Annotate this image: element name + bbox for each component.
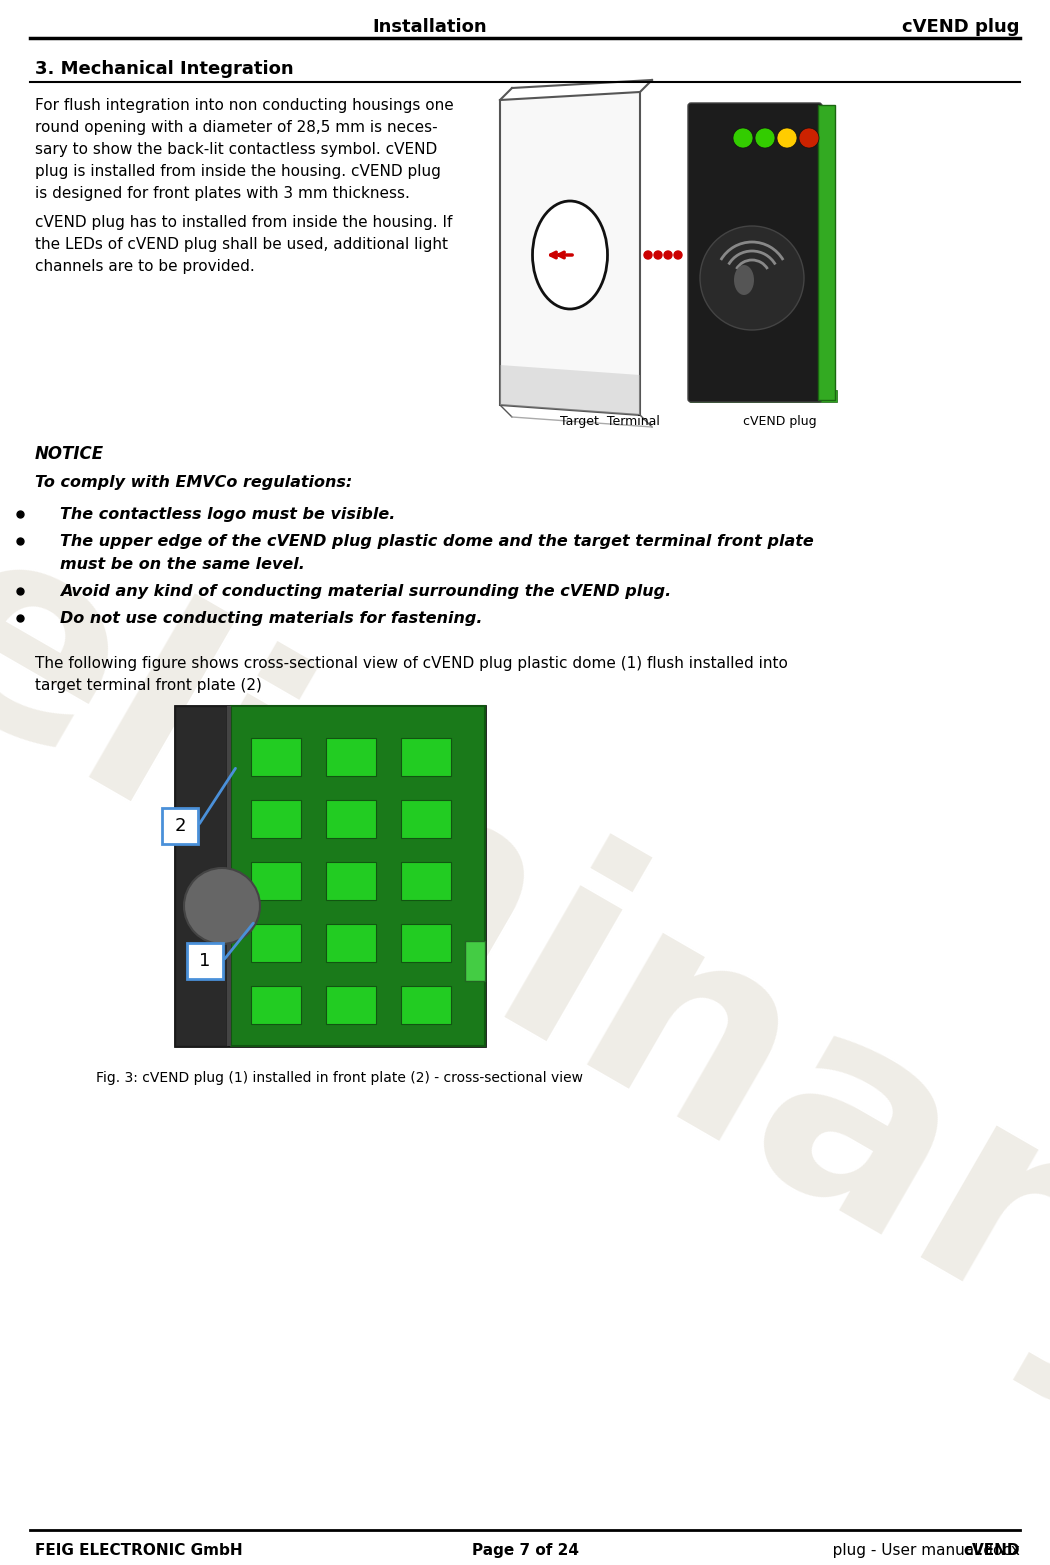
- Bar: [326, 739, 376, 776]
- Bar: [231, 706, 485, 1045]
- Text: plug - User manual.docx: plug - User manual.docx: [779, 1543, 1020, 1559]
- Text: sary to show the back-lit contactless symbol. cVEND: sary to show the back-lit contactless sy…: [35, 142, 437, 156]
- Text: must be on the same level.: must be on the same level.: [60, 557, 304, 571]
- Circle shape: [777, 128, 797, 149]
- Text: target terminal front plate (2): target terminal front plate (2): [35, 678, 261, 693]
- Text: preliminary: preliminary: [0, 332, 1050, 1468]
- Circle shape: [644, 250, 652, 258]
- Bar: [401, 923, 452, 962]
- Text: The following figure shows cross-sectional view of cVEND plug plastic dome (1) f: The following figure shows cross-section…: [35, 656, 788, 671]
- Circle shape: [184, 869, 260, 944]
- Text: Do not use conducting materials for fastening.: Do not use conducting materials for fast…: [60, 610, 483, 626]
- Text: cVEND plug: cVEND plug: [903, 19, 1020, 36]
- Text: channels are to be provided.: channels are to be provided.: [35, 258, 255, 274]
- Text: the LEDs of cVEND plug shall be used, additional light: the LEDs of cVEND plug shall be used, ad…: [35, 236, 448, 252]
- Circle shape: [733, 128, 753, 149]
- Text: Target  Terminal: Target Terminal: [560, 415, 660, 427]
- Bar: [251, 800, 301, 837]
- Circle shape: [664, 250, 672, 258]
- Bar: [251, 923, 301, 962]
- FancyBboxPatch shape: [162, 808, 198, 844]
- Text: is designed for front plates with 3 mm thickness.: is designed for front plates with 3 mm t…: [35, 186, 409, 200]
- Bar: [326, 862, 376, 900]
- Bar: [251, 862, 301, 900]
- Polygon shape: [500, 365, 640, 415]
- Bar: [251, 986, 301, 1024]
- Bar: [251, 739, 301, 776]
- FancyBboxPatch shape: [187, 944, 223, 980]
- Text: To comply with EMVCo regulations:: To comply with EMVCo regulations:: [35, 476, 352, 490]
- Text: cVEND plug has to installed from inside the housing. If: cVEND plug has to installed from inside …: [35, 214, 453, 230]
- Bar: [227, 706, 231, 1045]
- Text: FEIG ELECTRONIC GmbH: FEIG ELECTRONIC GmbH: [35, 1543, 243, 1559]
- Circle shape: [654, 250, 662, 258]
- Text: Avoid any kind of conducting material surrounding the cVEND plug.: Avoid any kind of conducting material su…: [60, 584, 671, 599]
- Bar: [465, 941, 485, 981]
- Bar: [175, 706, 227, 1045]
- Circle shape: [799, 128, 819, 149]
- Text: round opening with a diameter of 28,5 mm is neces-: round opening with a diameter of 28,5 mm…: [35, 121, 438, 135]
- Bar: [326, 800, 376, 837]
- Circle shape: [674, 250, 682, 258]
- Bar: [401, 800, 452, 837]
- Text: cVEND: cVEND: [964, 1543, 1020, 1559]
- Circle shape: [700, 225, 804, 330]
- Text: Installation: Installation: [373, 19, 487, 36]
- Circle shape: [755, 128, 775, 149]
- Text: The upper edge of the cVEND plug plastic dome and the target terminal front plat: The upper edge of the cVEND plug plastic…: [60, 534, 814, 549]
- Text: For flush integration into non conducting housings one: For flush integration into non conductin…: [35, 99, 454, 113]
- Text: Fig. 3: cVEND plug (1) installed in front plate (2) - cross-sectional view: Fig. 3: cVEND plug (1) installed in fron…: [97, 1070, 584, 1085]
- Bar: [401, 739, 452, 776]
- Bar: [690, 390, 837, 402]
- Text: 2: 2: [174, 817, 186, 836]
- Bar: [818, 105, 835, 401]
- Bar: [401, 862, 452, 900]
- Ellipse shape: [734, 264, 754, 294]
- Polygon shape: [500, 92, 640, 415]
- Text: The contactless logo must be visible.: The contactless logo must be visible.: [60, 507, 396, 523]
- Text: cVEND plug: cVEND plug: [743, 415, 817, 427]
- Text: plug is installed from inside the housing. cVEND plug: plug is installed from inside the housin…: [35, 164, 441, 178]
- Text: 1: 1: [200, 952, 211, 970]
- Text: Page 7 of 24: Page 7 of 24: [471, 1543, 579, 1559]
- Text: 3. Mechanical Integration: 3. Mechanical Integration: [35, 59, 294, 78]
- Bar: [175, 706, 485, 1045]
- Bar: [690, 105, 820, 401]
- Bar: [326, 923, 376, 962]
- Ellipse shape: [532, 200, 608, 308]
- Text: NOTICE: NOTICE: [35, 444, 104, 463]
- FancyBboxPatch shape: [688, 103, 822, 402]
- Bar: [401, 986, 452, 1024]
- Bar: [326, 986, 376, 1024]
